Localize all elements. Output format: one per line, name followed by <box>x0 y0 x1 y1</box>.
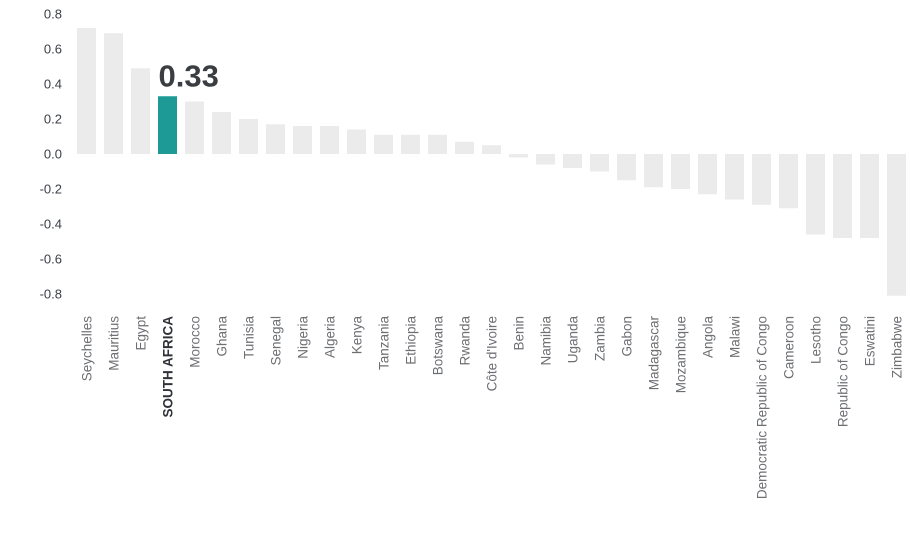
bar-eswatini <box>860 154 879 238</box>
category-label: Eswatini <box>863 316 878 366</box>
bar-malawi <box>725 154 744 200</box>
category-label: Lesotho <box>809 316 824 364</box>
bar-senegal <box>266 124 285 154</box>
bar-republic-of-congo <box>833 154 852 238</box>
bars <box>77 28 906 296</box>
bar-zimbabwe <box>887 154 906 296</box>
highlight-value-label: 0.33 <box>159 58 219 93</box>
y-tick-label: 0.4 <box>44 77 62 92</box>
bar-uganda <box>563 154 582 168</box>
annotations: 0.33 <box>159 58 219 93</box>
bar-ghana <box>212 112 231 154</box>
category-label: Rwanda <box>458 316 473 366</box>
category-label: Egypt <box>134 316 149 351</box>
category-label: Algeria <box>323 316 338 359</box>
bar-botswana <box>428 134 447 154</box>
bar-mauritius <box>104 33 123 154</box>
bar-tunisia <box>239 119 258 154</box>
category-label: Republic of Congo <box>836 316 851 427</box>
y-tick-label: 0.2 <box>44 112 62 127</box>
category-label: Benin <box>512 316 527 351</box>
category-label: Nigeria <box>296 316 311 359</box>
category-label: Zambia <box>593 316 608 362</box>
bar-mozambique <box>671 154 690 189</box>
category-label: Botswana <box>431 316 446 376</box>
bar-ethiopia <box>401 134 420 154</box>
y-tick-label: 0.8 <box>44 7 62 22</box>
bar-kenya <box>347 129 366 154</box>
bar-cameroon <box>779 154 798 209</box>
category-label: Tunisia <box>242 316 257 360</box>
bar-seychelles <box>77 28 96 154</box>
bar-morocco <box>185 101 204 154</box>
bar-nigeria <box>293 126 312 154</box>
category-label: Ghana <box>215 316 230 357</box>
category-label: Mozambique <box>674 316 689 393</box>
category-label: Namibia <box>539 316 554 366</box>
category-label: Zimbabwe <box>890 316 905 378</box>
bar-benin <box>509 154 528 158</box>
bar-egypt <box>131 68 150 154</box>
bar-namibia <box>536 154 555 165</box>
y-tick-label: -0.4 <box>40 217 62 232</box>
bar-madagascar <box>644 154 663 188</box>
category-label: Tanzania <box>377 316 392 371</box>
y-tick-label: -0.2 <box>40 182 62 197</box>
y-tick-label: -0.8 <box>40 287 62 302</box>
bar-south-africa <box>158 96 177 154</box>
bar-rwanda <box>455 141 474 154</box>
bar-gabon <box>617 154 636 181</box>
category-label: Gabon <box>620 316 635 357</box>
category-label: SOUTH AFRICA <box>161 316 176 418</box>
bar-c-te-d-ivoire <box>482 145 501 154</box>
category-label: Kenya <box>350 316 365 355</box>
category-label: Democratic Republic of Congo <box>755 316 770 499</box>
category-label: Angola <box>701 316 716 359</box>
category-label: Senegal <box>269 316 284 366</box>
bar-tanzania <box>374 134 393 154</box>
x-axis: Seychelles Mauritius Egypt SOUTH AFRICA Moro… <box>80 316 905 500</box>
category-label: Côte d'Ivoire <box>485 316 500 391</box>
category-label: Uganda <box>566 316 581 364</box>
y-tick-label: -0.6 <box>40 252 62 267</box>
category-label: Ethiopia <box>404 316 419 365</box>
category-label: Mauritius <box>107 316 122 371</box>
bar-algeria <box>320 126 339 154</box>
y-tick-label: 0.6 <box>44 42 62 57</box>
category-label: Malawi <box>728 316 743 358</box>
bar-lesotho <box>806 154 825 235</box>
y-axis: 0.8 0.6 0.4 0.2 0.0 -0.2 -0.4 -0.6 -0.8 <box>40 7 62 302</box>
category-label: Morocco <box>188 316 203 368</box>
category-label: Madagascar <box>647 316 662 391</box>
bar-zambia <box>590 154 609 172</box>
category-label: Seychelles <box>80 316 95 382</box>
bar-angola <box>698 154 717 195</box>
category-label: Cameroon <box>782 316 797 379</box>
bar-democratic-republic-of-congo <box>752 154 771 205</box>
y-tick-label: 0.0 <box>44 147 62 162</box>
